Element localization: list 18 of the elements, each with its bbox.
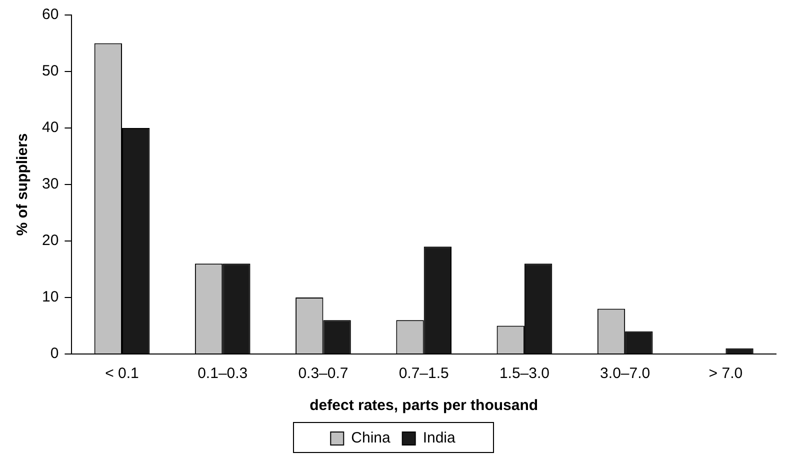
y-tick-label: 60 [42, 6, 59, 24]
x-tick-label: > 7.0 [708, 365, 743, 382]
x-tick-label: 0.1–0.3 [198, 365, 248, 382]
y-tick-label: 50 [42, 62, 59, 80]
x-tick-label: 0.7–1.5 [398, 365, 449, 382]
x-tick-label: 0.3–0.7 [298, 365, 348, 382]
legend-label: India [422, 430, 456, 447]
x-tick-label: 1.5–3.0 [499, 365, 550, 382]
y-tick-label: 40 [42, 119, 59, 136]
y-tick-label: 30 [42, 176, 59, 193]
y-tick-label: 10 [42, 288, 59, 306]
x-axis-title: defect rates, parts per thousand [310, 397, 538, 414]
y-axis-title: % of suppliers [14, 133, 32, 236]
x-tick-label: < 0.1 [105, 365, 139, 382]
y-tick-label: 0 [50, 345, 59, 362]
legend-label: China [351, 430, 391, 447]
x-tick-label: 3.0–7.0 [600, 365, 650, 382]
y-tick-label: 20 [42, 232, 59, 250]
